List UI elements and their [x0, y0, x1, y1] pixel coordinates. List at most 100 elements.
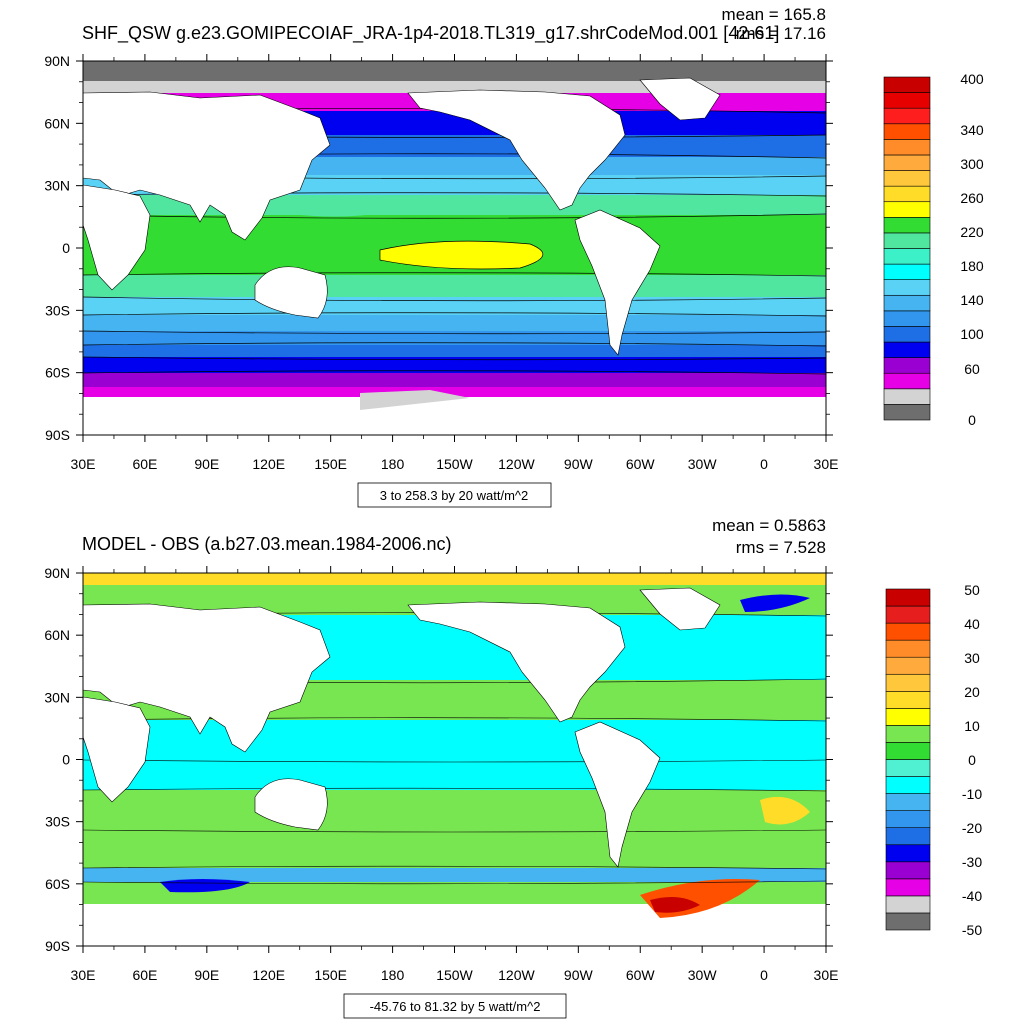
contours-bottom [83, 612, 826, 885]
bottom-lat-label: 30S [45, 814, 70, 830]
top-colorbar-label: 260 [960, 190, 984, 206]
top-colorbar-swatch [883, 154, 931, 171]
panel-top-mean: mean = 165.8 [722, 5, 826, 24]
land-top [83, 77, 721, 356]
top-lon-label: 60E [132, 456, 157, 472]
bottom-colorbar-swatch [885, 742, 931, 760]
top-colorbar-label: 0 [968, 412, 976, 428]
bottom-lon-label: 90E [194, 967, 219, 983]
panel-top-title: SHF_QSW g.e23.GOMIPECOIAF_JRA-1p4-2018.T… [82, 23, 779, 44]
bottom-lon-label: 150E [314, 967, 347, 983]
colorbar-top: 400 340 300 260 220 180 140 100 60 0 [883, 71, 984, 428]
top-colorbar-swatch [883, 248, 931, 265]
bottom-lon-label: 0 [760, 967, 768, 983]
panel-bottom-mean: mean = 0.5863 [712, 516, 826, 535]
top-colorbar-swatch [883, 185, 931, 203]
bottom-colorbar-label: 50 [964, 582, 980, 598]
bottom-lat-label: 0 [62, 752, 70, 768]
bottom-lon-label: 150W [436, 967, 473, 983]
bottom-colorbar-swatch [885, 639, 931, 658]
contour-info-box-bottom [343, 993, 567, 1019]
band-60s [83, 373, 826, 387]
bottom-colorbar-swatch [885, 605, 931, 624]
top-colorbar-swatch [883, 123, 931, 140]
top-lat-label: 60N [44, 115, 70, 131]
band-55s [83, 357, 826, 373]
bottom-colorbar-label: 40 [964, 616, 980, 632]
top-colorbar-swatch [883, 388, 931, 405]
top-colorbar-swatch [883, 404, 931, 421]
bottom-lon-label: 30E [71, 967, 96, 983]
bottom-lon-label: 60W [626, 967, 656, 983]
top-colorbar-swatch [883, 107, 931, 125]
bottom-lat-label: 90S [45, 938, 70, 954]
land-eurasia-2 [83, 603, 331, 753]
diff-negative-blob [160, 879, 250, 893]
land-africa [83, 184, 151, 291]
top-colorbar-label: 100 [960, 326, 984, 342]
band-65s [83, 387, 826, 397]
bottom-colorbar-swatch [885, 844, 931, 863]
bottom-lon-label: 30E [814, 967, 839, 983]
top-colorbar-swatch [883, 310, 931, 327]
subtropical-pacific [290, 196, 420, 217]
top-colorbar-label: 340 [960, 122, 984, 138]
top-lon-label: 60W [626, 456, 656, 472]
top-lat-label: 0 [62, 240, 70, 256]
top-colorbar-swatch [883, 232, 931, 249]
bottom-colorbar-swatch [885, 622, 931, 641]
bottom-colorbar-label: -20 [962, 820, 982, 836]
bottom-lat-label: 90N [44, 565, 70, 581]
panel-bottom-title: MODEL - OBS (a.b27.03.mean.1984-2006.nc) [82, 534, 452, 554]
diff-so-blue [83, 868, 826, 882]
bottom-colorbar-swatch [885, 759, 931, 777]
contour-info-box-top [357, 482, 552, 508]
bottom-colorbar-label: 30 [964, 650, 980, 666]
diff-arctic-band [83, 573, 826, 585]
arctic-ice-band [83, 61, 826, 81]
bottom-colorbar-label: 10 [964, 718, 980, 734]
contour-info-top: 3 to 258.3 by 20 watt/m^2 [380, 488, 528, 503]
bottom-colorbar-swatch [885, 793, 931, 811]
bottom-colorbar-swatch [885, 673, 931, 692]
panel-top: SHF_QSW g.e23.GOMIPECOIAF_JRA-1p4-2018.T… [44, 5, 984, 508]
land-eurasia [83, 91, 331, 241]
bottom-colorbar-swatch [885, 690, 931, 709]
top-colorbar-swatch [883, 170, 931, 187]
land-south-america-2 [574, 721, 661, 868]
bottom-lon-label: 60E [132, 967, 157, 983]
bottom-colorbar-swatch [885, 708, 931, 726]
diff-labrador-neg [740, 594, 810, 612]
top-colorbar-swatch [883, 76, 931, 93]
bottom-lon-label: 90W [564, 967, 594, 983]
top-colorbar-label: 180 [960, 258, 984, 274]
band-45s [83, 331, 826, 345]
bottom-colorbar-label: 20 [964, 684, 980, 700]
band-40s [83, 315, 826, 331]
bottom-colorbar-label: 0 [968, 752, 976, 768]
diff-antarctic-green [83, 882, 826, 904]
top-colorbar-label: 220 [960, 224, 984, 240]
top-colorbar-swatch [883, 357, 931, 374]
bottom-lon-label: 120W [498, 967, 535, 983]
top-lon-label: 0 [760, 456, 768, 472]
top-colorbar-swatch [883, 92, 931, 109]
top-colorbar-label: 400 [960, 71, 984, 87]
land-greenland-2 [639, 587, 721, 631]
diff-sh-green [83, 790, 826, 868]
panel-bottom-rms: rms = 7.528 [736, 538, 826, 557]
bottom-colorbar-swatch [885, 827, 931, 846]
bottom-colorbar-swatch [885, 810, 931, 829]
bottom-lat-label: 60S [45, 876, 70, 892]
bottom-colorbar-swatch [885, 878, 931, 897]
top-lon-label: 180 [381, 456, 405, 472]
land-bottom [83, 587, 721, 868]
top-colorbar-label: 300 [960, 156, 984, 172]
top-lat-label: 90S [45, 427, 70, 443]
top-lat-label: 90N [44, 53, 70, 69]
top-lon-label: 120E [252, 456, 285, 472]
bottom-lon-label: 120E [252, 967, 285, 983]
bottom-lat-label: 60N [44, 627, 70, 643]
bottom-colorbar-swatch [885, 725, 931, 743]
